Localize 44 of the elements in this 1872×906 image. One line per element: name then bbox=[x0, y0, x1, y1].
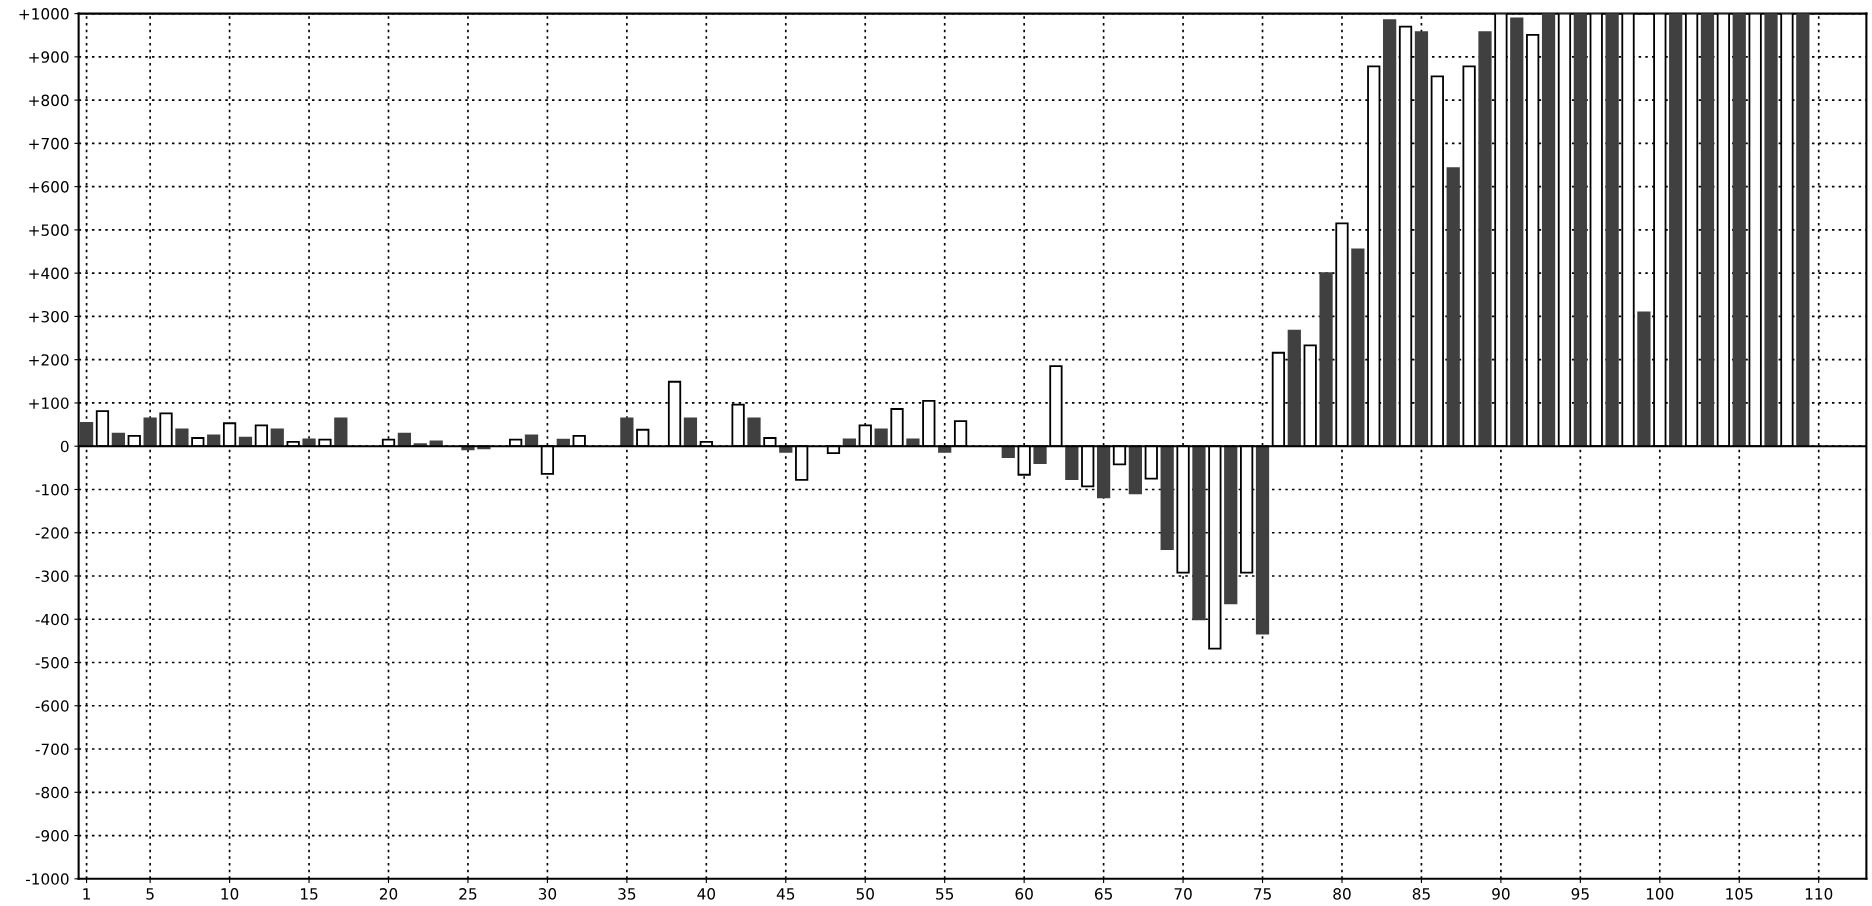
y-tick-label: +500 bbox=[29, 224, 69, 236]
x-tick-label: 65 bbox=[1094, 888, 1112, 900]
y-tick-label: -700 bbox=[35, 743, 69, 756]
y-tick-label: -1000 bbox=[25, 873, 69, 885]
y-tick-label: 0 bbox=[60, 440, 69, 453]
x-tick-label: 10 bbox=[221, 888, 239, 900]
x-tick-label: 110 bbox=[1805, 888, 1833, 900]
x-tick-label: 100 bbox=[1646, 888, 1674, 900]
x-tick-label: 85 bbox=[1412, 888, 1430, 900]
x-tick-label: 90 bbox=[1492, 888, 1510, 900]
y-tick-label: -100 bbox=[35, 483, 69, 496]
y-tick-label: -500 bbox=[35, 656, 69, 669]
x-tick-label: 20 bbox=[379, 888, 398, 900]
x-tick-label: 50 bbox=[856, 888, 874, 900]
y-tick-label: +700 bbox=[29, 137, 69, 150]
x-tick-label: 75 bbox=[1254, 888, 1271, 900]
y-tick-label: +900 bbox=[29, 51, 69, 63]
y-tick-label: +800 bbox=[29, 94, 69, 107]
y-tick-label: -600 bbox=[35, 700, 69, 712]
x-tick-label: 35 bbox=[618, 888, 636, 900]
y-tick-label: +200 bbox=[29, 354, 69, 366]
x-tick-label: 30 bbox=[538, 888, 557, 900]
y-tick-label: +100 bbox=[29, 397, 69, 409]
y-tick-label: -200 bbox=[35, 527, 69, 539]
x-tick-label: 5 bbox=[146, 888, 154, 900]
x-tick-label: 40 bbox=[697, 888, 716, 900]
x-tick-label: 95 bbox=[1571, 888, 1589, 900]
y-tick-label: -300 bbox=[35, 570, 69, 583]
y-tick-label: -400 bbox=[35, 613, 69, 626]
y-tick-label: +1000 bbox=[19, 8, 69, 20]
y-tick-label: -900 bbox=[35, 830, 69, 842]
y-tick-label: +400 bbox=[29, 267, 69, 280]
x-tick-label: 80 bbox=[1333, 888, 1351, 900]
x-tick-label: 25 bbox=[459, 888, 477, 900]
x-tick-label: 55 bbox=[936, 888, 954, 900]
x-tick-label: 15 bbox=[301, 888, 318, 900]
x-tick-label: 105 bbox=[1726, 888, 1753, 900]
x-tick-label: 1 bbox=[83, 888, 91, 900]
x-tick-label: 70 bbox=[1174, 888, 1192, 900]
y-tick-label: +600 bbox=[29, 181, 69, 193]
x-tick-label: 45 bbox=[776, 888, 795, 900]
y-tick-label: -800 bbox=[35, 786, 69, 799]
y-tick-label: +300 bbox=[29, 310, 69, 323]
x-tick-label: 60 bbox=[1015, 888, 1033, 900]
